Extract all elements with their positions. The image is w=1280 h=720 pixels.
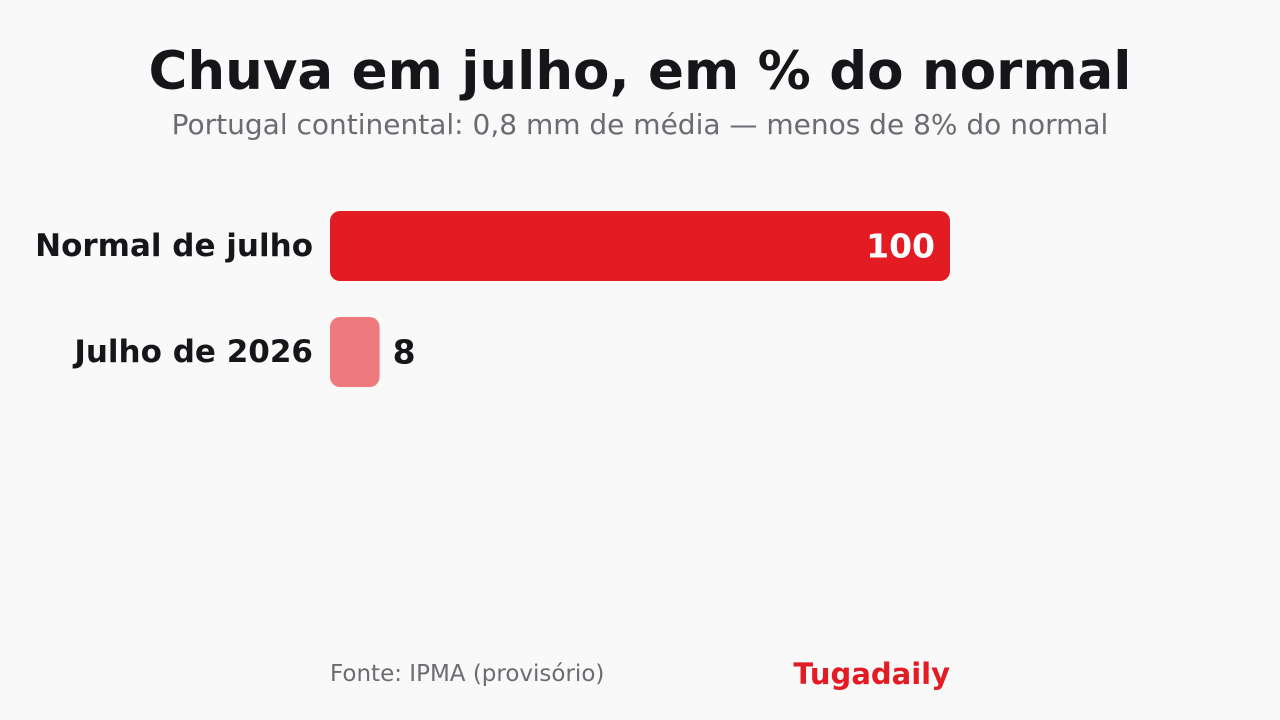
category-label: Julho de 2026 xyxy=(72,334,313,370)
bar-1 xyxy=(330,211,950,281)
source-note: Fonte: IPMA (provisório) xyxy=(330,661,605,687)
brand-logo-text: Tugadaily xyxy=(793,657,950,691)
chart-subtitle: Portugal continental: 0,8 mm de média — … xyxy=(171,108,1109,141)
value-label: 8 xyxy=(393,333,416,372)
chart-title: Chuva em julho, em % do normal xyxy=(148,41,1132,102)
value-label: 100 xyxy=(866,227,935,266)
bar-2 xyxy=(330,317,380,387)
category-label: Normal de julho xyxy=(35,228,313,264)
